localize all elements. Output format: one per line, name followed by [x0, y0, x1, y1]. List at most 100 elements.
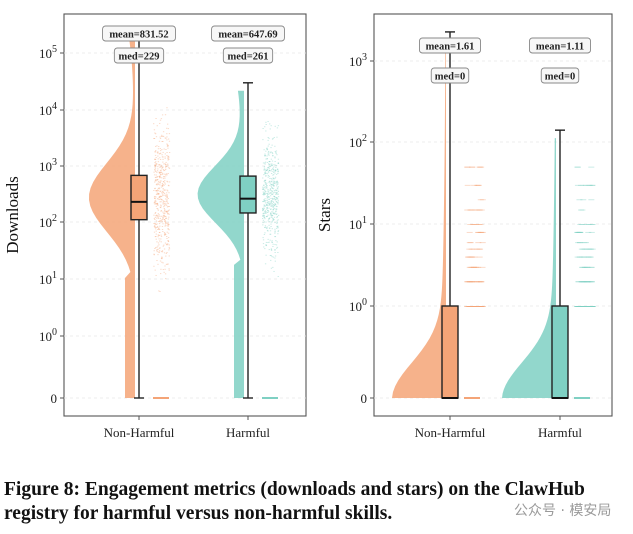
- data-point: [266, 169, 268, 171]
- data-point: [153, 196, 156, 198]
- data-point: [270, 255, 272, 257]
- data-point: [269, 152, 272, 154]
- data-point: [476, 281, 483, 283]
- data-point: [469, 306, 476, 307]
- mean-badge: mean=831.52: [102, 25, 176, 42]
- data-point: [266, 197, 269, 198]
- data-point: [154, 158, 156, 160]
- data-point: [275, 208, 277, 210]
- data-point: [274, 212, 276, 214]
- data-point: [164, 223, 167, 225]
- data-point: [163, 173, 165, 175]
- data-point: [588, 199, 595, 201]
- x-tick-label: Harmful: [538, 425, 582, 440]
- data-point: [166, 196, 168, 198]
- data-point: [263, 179, 266, 181]
- data-point: [581, 256, 588, 258]
- data-point: [268, 143, 270, 145]
- data-point: [267, 137, 269, 138]
- data-point: [268, 218, 270, 220]
- data-point: [262, 243, 265, 245]
- data-point: [160, 166, 162, 168]
- data-point: [277, 181, 279, 183]
- data-point: [154, 151, 156, 153]
- data-point: [167, 159, 169, 161]
- data-point: [166, 223, 168, 224]
- data-point: [161, 199, 163, 201]
- data-point: [158, 146, 160, 148]
- data-point: [275, 192, 278, 194]
- data-point: [163, 214, 165, 216]
- data-point: [277, 196, 280, 198]
- data-point: [167, 243, 169, 245]
- data-point: [275, 208, 277, 210]
- data-point: [159, 220, 161, 222]
- data-point: [154, 132, 156, 134]
- data-point: [153, 138, 155, 139]
- data-point: [264, 180, 267, 182]
- data-point: [164, 215, 166, 217]
- data-point: [471, 306, 478, 307]
- data-point: [466, 248, 473, 250]
- data-point: [160, 207, 162, 209]
- data-point: [467, 281, 474, 283]
- data-point: [163, 219, 166, 220]
- data-point: [154, 236, 157, 238]
- data-point: [154, 166, 156, 168]
- data-point: [157, 181, 160, 183]
- data-point: [166, 252, 168, 254]
- data-point: [577, 224, 584, 225]
- data-point: [274, 199, 277, 201]
- data-point: [159, 166, 161, 168]
- data-point: [166, 263, 169, 265]
- data-point: [164, 114, 167, 116]
- data-point: [155, 226, 157, 228]
- badge-box: [540, 67, 580, 84]
- data-point: [262, 208, 264, 210]
- data-point: [166, 127, 168, 129]
- data-point: [273, 219, 275, 221]
- data-point: [264, 182, 267, 184]
- data-point: [154, 225, 156, 227]
- data-point: [475, 231, 482, 233]
- data-point: [156, 203, 158, 205]
- data-point: [270, 183, 272, 185]
- data-point: [270, 192, 272, 194]
- data-point: [264, 263, 267, 265]
- data-point: [157, 164, 160, 166]
- data-point: [266, 155, 268, 157]
- data-point: [263, 184, 265, 186]
- data-point: [157, 245, 159, 247]
- data-point: [472, 306, 479, 307]
- data-point: [158, 234, 160, 236]
- data-point: [167, 225, 169, 227]
- data-point: [478, 306, 485, 307]
- data-point: [269, 233, 272, 235]
- data-point: [163, 200, 165, 202]
- data-point: [158, 227, 160, 229]
- data-point: [471, 256, 478, 258]
- data-point: [155, 215, 158, 217]
- data-point: [160, 136, 163, 138]
- data-point: [472, 306, 479, 307]
- data-point: [167, 181, 169, 183]
- data-point: [161, 186, 164, 188]
- y-tick-label: 101: [39, 270, 57, 287]
- data-point: [574, 184, 581, 186]
- violin-shape: [197, 90, 244, 399]
- data-point: [154, 223, 156, 225]
- data-point: [272, 174, 274, 176]
- data-point: [156, 246, 158, 248]
- data-point: [585, 224, 592, 225]
- data-point: [164, 232, 166, 234]
- data-point: [579, 266, 586, 268]
- data-point: [466, 281, 473, 283]
- data-point: [585, 231, 592, 233]
- data-point: [474, 184, 481, 186]
- data-point: [263, 214, 265, 216]
- data-point: [263, 200, 266, 202]
- data-point: [266, 198, 268, 200]
- data-point: [263, 200, 265, 202]
- data-point: [264, 211, 266, 213]
- data-point: [157, 221, 160, 222]
